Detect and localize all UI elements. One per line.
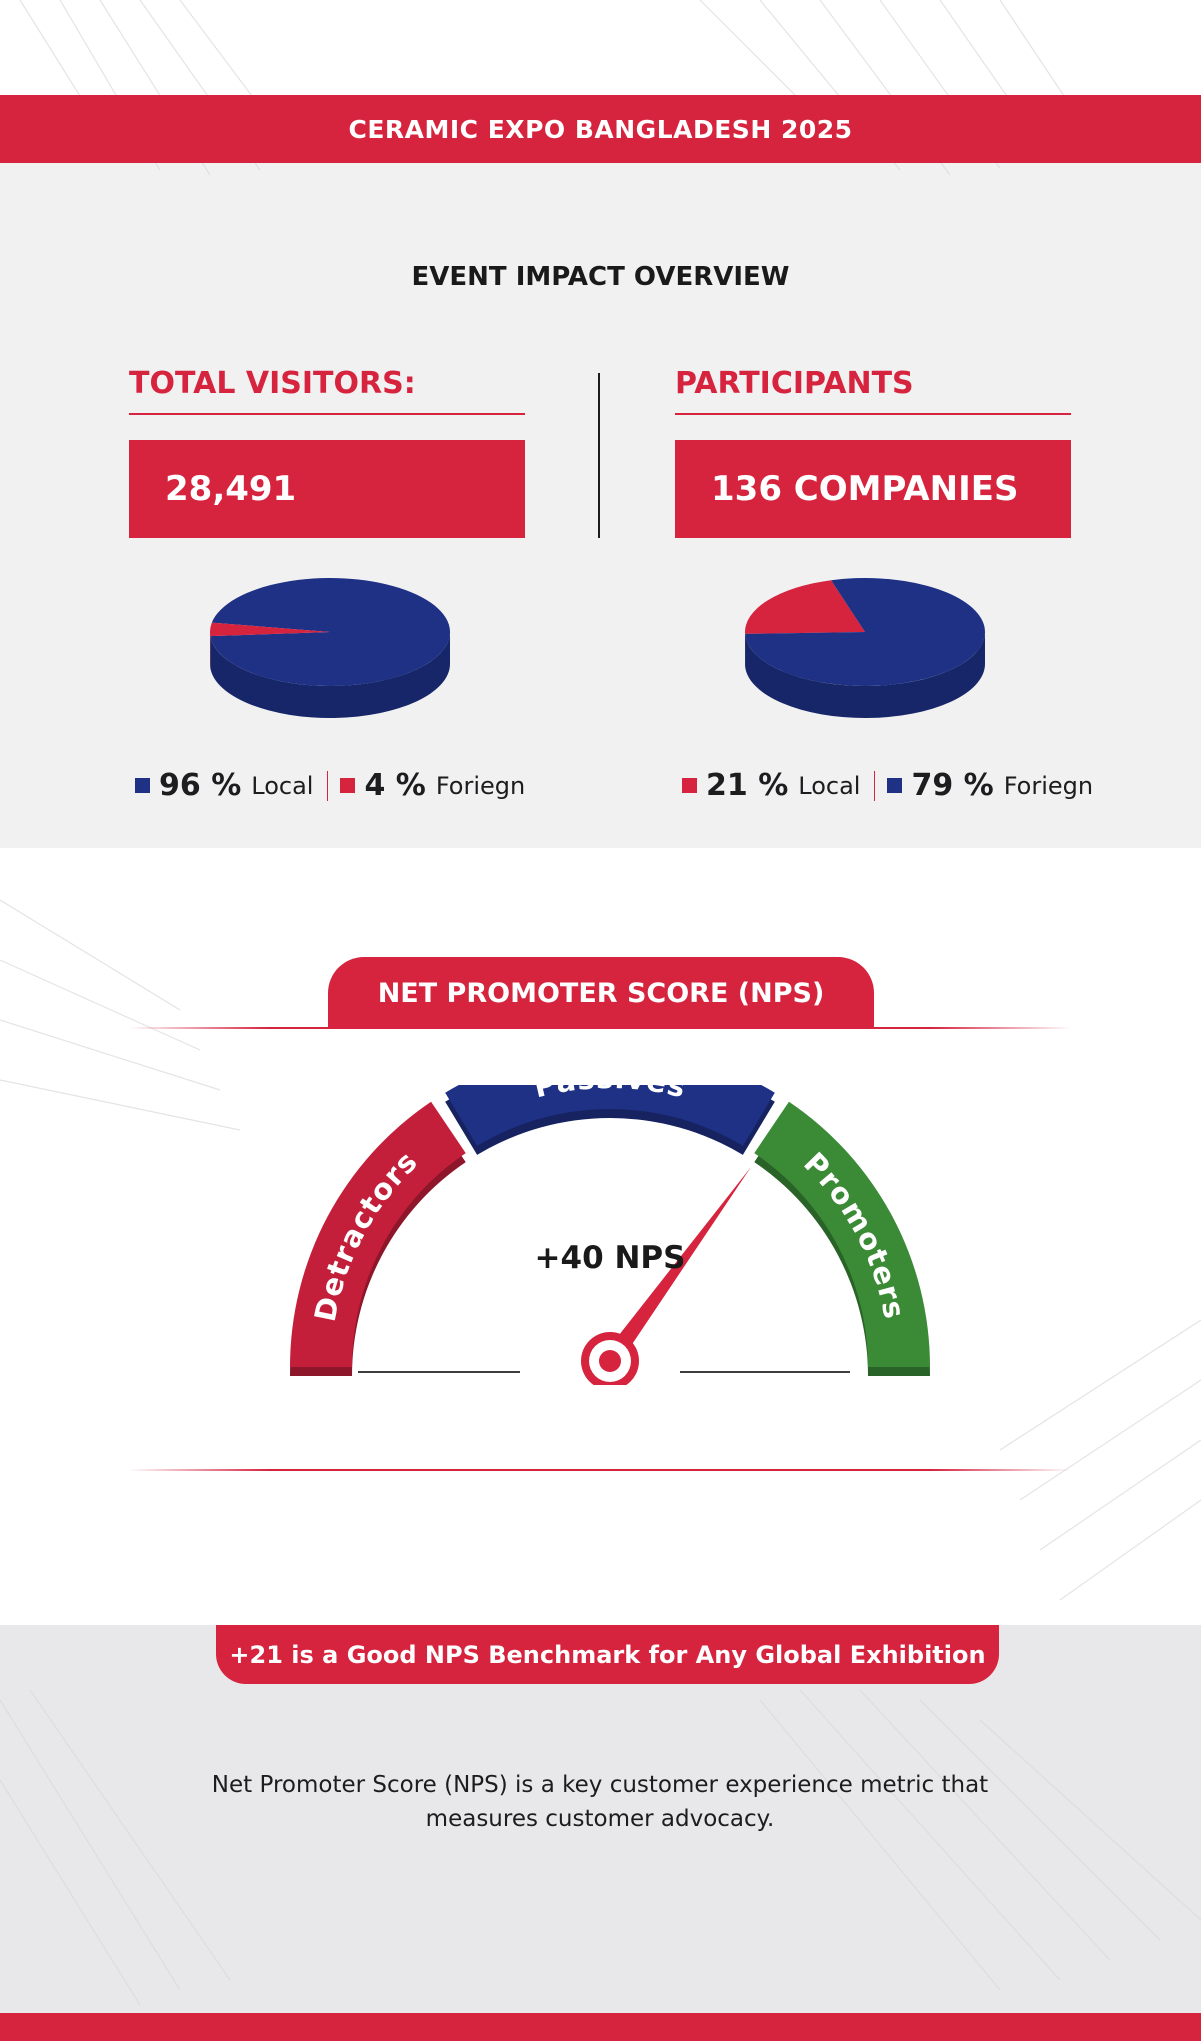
pie-side-foriegn <box>745 632 985 719</box>
header-title: CERAMIC EXPO BANGLADESH 2025 <box>348 114 853 144</box>
participants-value: 136 COMPANIES <box>711 469 1019 509</box>
nps-title-pill: NET PROMOTER SCORE (NPS) <box>328 957 874 1029</box>
legend-swatch-participants-foreign <box>887 778 903 793</box>
nps-top-rule <box>128 1027 1072 1029</box>
participants-pie-chart <box>745 578 985 719</box>
legend-separator <box>874 770 876 801</box>
legend-swatch-participants-local <box>682 778 697 793</box>
visitors-pie-chart <box>210 578 450 719</box>
benchmark-pill: +21 is a Good NPS Benchmark for Any Glob… <box>216 1625 999 1684</box>
gauge-segment-promoters <box>754 1101 930 1367</box>
pie-slice-local <box>745 580 865 634</box>
gauge-segment-passives <box>445 1085 775 1146</box>
legend-label-participants-foreign: Foriegn <box>1003 771 1094 800</box>
header-title-bar: CERAMIC EXPO BANGLADESH 2025 <box>0 95 1201 163</box>
gauge-hub-center <box>599 1350 621 1372</box>
bottom-bar <box>0 2013 1201 2041</box>
nps-title: NET PROMOTER SCORE (NPS) <box>377 977 825 1009</box>
legend-pct-participants-foreign: 79 % <box>911 768 994 803</box>
pie-slice-local <box>210 578 450 686</box>
participants-heading-rule <box>675 413 1071 415</box>
visitors-heading-rule <box>129 413 525 415</box>
pie-slice-foriegn <box>210 622 330 637</box>
legend-swatch-visitors-local <box>135 778 150 793</box>
visitors-value-box: 28,491 <box>129 440 525 538</box>
gauge-needle <box>602 1166 752 1367</box>
nps-gauge: DetractorsPassivesPromoters <box>290 1085 930 1385</box>
participants-heading: PARTICIPANTS <box>675 366 914 401</box>
gauge-segment-detractors <box>290 1101 466 1367</box>
overview-title: EVENT IMPACT OVERVIEW <box>411 262 790 292</box>
benchmark-text: +21 is a Good NPS Benchmark for Any Glob… <box>229 1640 986 1669</box>
legend-label-visitors-foreign: Foriegn <box>435 771 526 800</box>
nps-description: Net Promoter Score (NPS) is a key custom… <box>211 1772 989 1832</box>
visitors-heading: TOTAL VISITORS: <box>129 366 416 401</box>
legend-label-participants-local: Local <box>798 771 861 800</box>
visitors-value: 28,491 <box>165 469 297 509</box>
legend-pct-visitors-foreign: 4 % <box>364 768 426 803</box>
legend-separator <box>327 770 329 801</box>
legend-label-visitors-local: Local <box>251 771 314 800</box>
column-divider <box>598 373 600 538</box>
legend-pct-visitors-local: 96 % <box>159 768 242 803</box>
legend-pct-participants-local: 21 % <box>706 768 789 803</box>
pie-side-local <box>210 632 450 719</box>
top-background <box>0 0 1201 95</box>
participants-legend: 21 % Local 79 % Foriegn <box>682 768 1093 803</box>
legend-swatch-visitors-foreign <box>340 778 356 793</box>
nps-bottom-rule <box>128 1469 1072 1471</box>
participants-value-box: 136 COMPANIES <box>675 440 1071 538</box>
pie-slice-foriegn <box>745 578 985 686</box>
nps-value-label: +40 NPS <box>534 1240 686 1276</box>
visitors-legend: 96 % Local 4 % Foriegn <box>135 768 525 803</box>
